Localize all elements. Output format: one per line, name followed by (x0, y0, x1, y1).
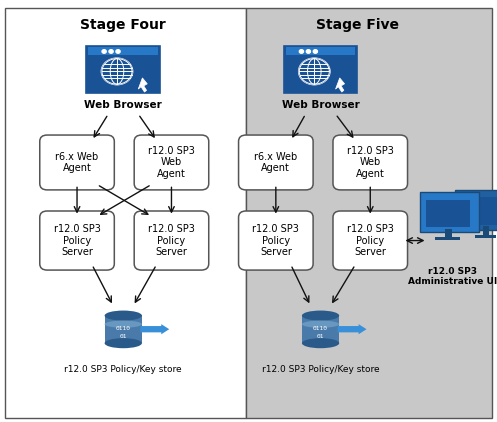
FancyBboxPatch shape (284, 46, 357, 93)
FancyBboxPatch shape (40, 211, 114, 270)
FancyBboxPatch shape (239, 135, 313, 190)
Ellipse shape (105, 321, 142, 328)
Text: r12.0 SP3
Web
Agent: r12.0 SP3 Web Agent (148, 146, 195, 179)
Bar (475, 235, 496, 238)
FancyBboxPatch shape (40, 135, 114, 190)
FancyBboxPatch shape (333, 211, 408, 270)
Text: r12.0 SP3
Policy
Server: r12.0 SP3 Policy Server (148, 224, 195, 257)
Circle shape (102, 59, 132, 84)
Text: r6.x Web
Agent: r6.x Web Agent (55, 151, 99, 173)
Ellipse shape (105, 338, 142, 348)
Bar (483, 226, 489, 235)
Polygon shape (335, 78, 344, 92)
Text: r12.0 SP3
Policy
Server: r12.0 SP3 Policy Server (347, 224, 394, 257)
Bar (88, 47, 158, 55)
Text: Web Browser: Web Browser (84, 100, 162, 111)
Text: r12.0 SP3
Policy
Server: r12.0 SP3 Policy Server (54, 224, 100, 257)
Circle shape (299, 50, 304, 53)
FancyBboxPatch shape (134, 211, 209, 270)
FancyBboxPatch shape (246, 8, 492, 418)
Circle shape (299, 58, 330, 85)
Text: 0110: 0110 (313, 326, 328, 331)
Text: Web Browser: Web Browser (282, 100, 359, 111)
Text: 0110: 0110 (116, 326, 131, 331)
Text: r12.0 SP3
Web
Agent: r12.0 SP3 Web Agent (347, 146, 394, 179)
Circle shape (116, 50, 120, 53)
Text: r12.0 SP3
Administrative UI: r12.0 SP3 Administrative UI (408, 267, 497, 286)
Bar (286, 47, 355, 55)
FancyBboxPatch shape (333, 135, 408, 190)
FancyBboxPatch shape (455, 190, 497, 230)
Circle shape (102, 50, 106, 53)
Circle shape (313, 50, 318, 53)
Ellipse shape (302, 321, 339, 328)
FancyArrow shape (338, 324, 367, 334)
FancyBboxPatch shape (462, 197, 497, 225)
FancyBboxPatch shape (134, 135, 209, 190)
Text: 01: 01 (119, 334, 127, 339)
Bar (445, 229, 452, 237)
FancyArrow shape (140, 324, 169, 334)
Ellipse shape (105, 311, 142, 321)
Circle shape (109, 50, 113, 53)
Ellipse shape (302, 338, 339, 348)
Text: 01: 01 (317, 334, 325, 339)
Text: r12.0 SP3
Policy
Server: r12.0 SP3 Policy Server (252, 224, 299, 257)
Ellipse shape (302, 311, 339, 321)
FancyBboxPatch shape (5, 8, 246, 418)
Text: Stage Four: Stage Four (81, 18, 166, 32)
Polygon shape (138, 78, 147, 92)
Circle shape (299, 59, 330, 84)
Circle shape (101, 58, 133, 85)
FancyBboxPatch shape (239, 211, 313, 270)
FancyBboxPatch shape (426, 200, 470, 227)
Text: r6.x Web
Agent: r6.x Web Agent (254, 151, 298, 173)
Text: r12.0 SP3 Policy/Key store: r12.0 SP3 Policy/Key store (262, 365, 379, 374)
FancyBboxPatch shape (420, 192, 479, 232)
Text: r12.0 SP3 Policy/Key store: r12.0 SP3 Policy/Key store (65, 365, 182, 374)
Bar (435, 237, 460, 240)
Bar (302, 315, 339, 343)
Bar (105, 315, 142, 343)
Circle shape (306, 50, 311, 53)
FancyBboxPatch shape (86, 46, 160, 93)
Text: Stage Five: Stage Five (316, 18, 400, 32)
